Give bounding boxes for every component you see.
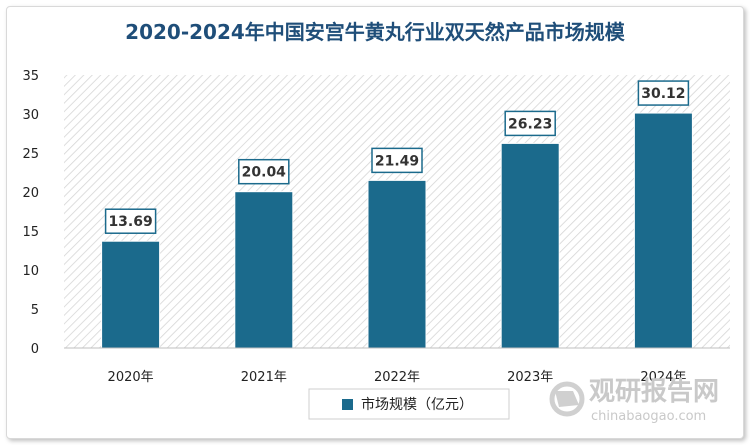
- data-label-box: [637, 80, 690, 106]
- y-tick-label: 15: [22, 225, 39, 240]
- data-label: 20.04: [242, 165, 287, 181]
- x-tick-label: 2020年: [108, 370, 154, 385]
- watermark: 观研报告网 chinabaogao.com: [549, 376, 719, 424]
- data-label-box: [371, 147, 423, 174]
- data-label-box: [104, 208, 157, 234]
- data-label-box: [238, 158, 290, 185]
- x-axis: 2020年 2021年 2022年 2023年 2024年: [64, 347, 730, 385]
- watermark-en: chinabaogao.com: [591, 409, 706, 424]
- data-label-box: [504, 110, 556, 137]
- legend: 市场规模（亿元）: [308, 388, 510, 420]
- x-tick-label: 2023年: [507, 370, 553, 385]
- legend-swatch: [342, 399, 353, 410]
- x-tick-label: 2021年: [241, 370, 287, 385]
- data-label: 13.69: [108, 214, 152, 230]
- y-tick-label: 20: [22, 186, 39, 201]
- bar: [234, 191, 294, 349]
- bar: [101, 240, 161, 349]
- chart-frame: 2020-2024年中国安宫牛黄丸行业双天然产品市场规模 0 5 10 15 20 25 3…: [6, 6, 744, 439]
- chinabaogao-logo-icon: [549, 381, 585, 417]
- bar-chart: 2020-2024年中国安宫牛黄丸行业双天然产品市场规模 0 5 10 15 20 25 3…: [22, 20, 730, 424]
- bars: 13.69 20.04 21.49 26.23 30.12: [101, 80, 693, 349]
- x-tick-label: 2024年: [640, 370, 686, 385]
- y-tick-label: 10: [22, 264, 39, 279]
- legend-label: 市场规模（亿元）: [361, 396, 473, 413]
- watermark-cn: 观研报告网: [589, 376, 719, 407]
- bar: [633, 112, 693, 349]
- y-tick-label: 0: [31, 342, 39, 357]
- y-axis: 0 5 10 15 20 25 30 35: [22, 69, 39, 357]
- bar: [500, 142, 560, 349]
- chart-title: 2020-2024年中国安宫牛黄丸行业双天然产品市场规模: [125, 20, 626, 44]
- x-tick-label: 2022年: [374, 370, 420, 385]
- data-label: 26.23: [508, 116, 552, 132]
- y-tick-label: 25: [22, 147, 39, 162]
- data-label: 21.49: [375, 153, 419, 169]
- y-tick-label: 30: [22, 108, 39, 123]
- y-tick-label: 5: [31, 303, 39, 318]
- y-tick-label: 35: [22, 69, 39, 84]
- data-label: 30.12: [641, 86, 685, 102]
- bar: [367, 179, 427, 349]
